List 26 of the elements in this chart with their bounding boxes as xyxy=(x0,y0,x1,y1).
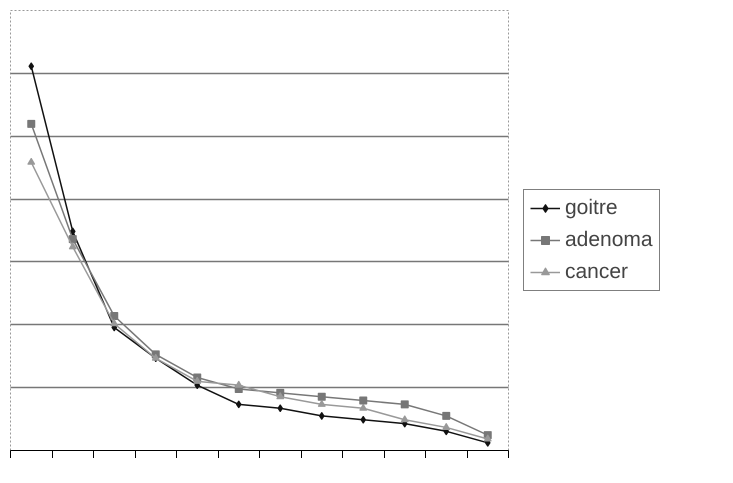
legend-label: adenoma xyxy=(565,228,653,252)
legend-label: cancer xyxy=(565,260,628,284)
legend-label: goitre xyxy=(565,196,618,220)
point xyxy=(110,319,118,326)
point xyxy=(400,415,409,422)
point xyxy=(110,312,118,320)
point xyxy=(442,422,450,430)
point xyxy=(359,396,368,405)
point xyxy=(68,242,77,250)
point xyxy=(70,227,76,236)
point xyxy=(27,158,36,165)
point xyxy=(27,120,36,128)
point xyxy=(234,380,243,388)
point xyxy=(318,412,325,420)
point xyxy=(400,400,409,408)
point xyxy=(442,412,450,420)
point xyxy=(28,62,34,70)
point xyxy=(318,392,326,401)
point xyxy=(484,434,492,442)
point xyxy=(360,416,366,424)
point xyxy=(276,392,284,400)
point xyxy=(359,404,368,411)
point xyxy=(193,376,202,384)
point xyxy=(236,400,242,408)
point xyxy=(318,400,326,407)
point xyxy=(277,404,284,412)
